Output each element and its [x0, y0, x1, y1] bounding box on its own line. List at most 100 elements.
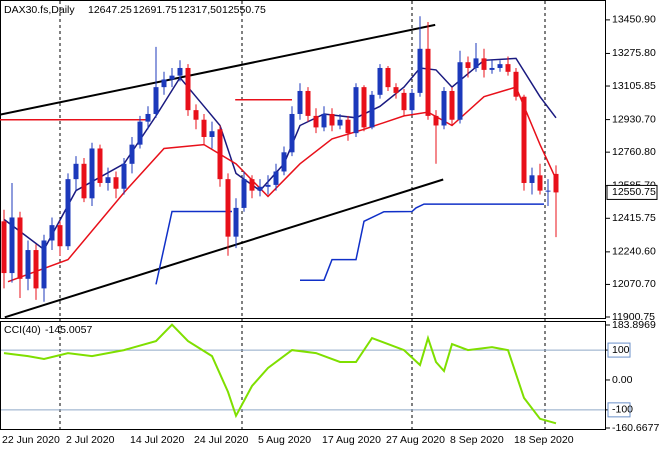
candle-body	[65, 179, 71, 247]
ohlc-label: 12317,50	[178, 4, 222, 16]
candle-body	[393, 87, 399, 93]
candle-body	[209, 131, 215, 137]
candle-body	[481, 58, 487, 70]
indicator-line	[155, 203, 544, 285]
candle-body	[337, 119, 343, 126]
candle-body	[385, 67, 391, 88]
candle-body	[81, 163, 87, 199]
x-tick-label: 24 Jul 2020	[194, 434, 248, 446]
candle-body	[113, 177, 119, 189]
candle-body	[529, 175, 535, 183]
x-tick-label: 27 Aug 2020	[386, 434, 445, 446]
candle-body	[489, 67, 495, 70]
y-tick-label: 0.00	[612, 374, 633, 386]
level-label-box	[607, 402, 631, 418]
cci-line	[3, 323, 557, 425]
ohlc-label: 12647.25	[88, 4, 132, 16]
candle-body	[553, 173, 559, 193]
candle-body	[57, 225, 63, 247]
candle-body	[417, 48, 423, 93]
candle-body	[193, 110, 199, 120]
candle-body	[17, 217, 23, 279]
candle-body	[121, 163, 127, 189]
candle-body	[281, 152, 287, 172]
last-price-label: 12550.75	[612, 186, 656, 198]
indicator-line	[0, 23, 436, 116]
candle-body	[265, 184, 271, 187]
candle-body	[449, 90, 455, 120]
candle-body	[153, 87, 159, 114]
candle-body	[217, 129, 223, 180]
last-price-box	[606, 184, 658, 200]
candle-body	[401, 92, 407, 111]
candle-body	[201, 119, 207, 137]
y-tick-label: 183.8969	[612, 319, 656, 331]
candle-body	[49, 225, 55, 241]
candle-body	[313, 115, 319, 128]
candle-body	[73, 163, 79, 180]
y-tick-label: 13105.85	[612, 80, 656, 92]
x-tick-label: 8 Sep 2020	[450, 434, 504, 446]
y-tick-label: 12070.70	[612, 278, 656, 290]
candle-body	[497, 64, 503, 68]
candle-body	[361, 87, 367, 128]
indicator-line	[3, 57, 557, 251]
x-tick-label: 14 Jul 2020	[130, 434, 184, 446]
y-tick-label: 11900.75	[612, 311, 655, 323]
y-tick-label: -160.6677	[612, 422, 659, 434]
indicator-line	[7, 86, 557, 283]
y-tick-label: 12760.80	[612, 146, 656, 158]
candle-body	[289, 113, 295, 153]
candle-body	[537, 175, 543, 191]
candle-body	[513, 71, 519, 97]
candle-body	[521, 96, 527, 183]
candle-body	[185, 67, 191, 111]
candle-body	[241, 179, 247, 208]
candle-body	[41, 240, 47, 289]
ohlc-label: 12550.75	[222, 4, 266, 16]
candle-body	[137, 121, 143, 145]
candle-body	[465, 62, 471, 68]
cci-value-label: -145.0057	[45, 324, 92, 336]
candle-body	[273, 171, 279, 185]
candle-body	[297, 90, 303, 114]
candle-body	[353, 87, 359, 134]
x-tick-label: 18 Sep 2020	[514, 434, 574, 446]
candle-body	[9, 217, 15, 274]
x-tick-label: 17 Aug 2020	[322, 434, 381, 446]
y-tick-label: 100	[612, 344, 630, 356]
x-tick-label: 5 Aug 2020	[258, 434, 311, 446]
y-tick-label: -100	[612, 404, 633, 416]
candle-body	[377, 67, 383, 95]
cci-pane	[0, 321, 606, 430]
candle-body	[89, 148, 95, 199]
candle-body	[33, 250, 39, 289]
candle-body	[225, 179, 231, 237]
candle-body	[457, 62, 463, 120]
candle-body	[425, 48, 431, 116]
ohlc-label: 12691.75	[133, 4, 177, 16]
candle-body	[545, 190, 551, 192]
candle-body	[321, 113, 327, 128]
candle-body	[161, 79, 167, 88]
candle-body	[25, 250, 31, 279]
candle-body	[129, 144, 135, 164]
candle-body	[441, 90, 447, 126]
candle-body	[305, 90, 311, 116]
candle-body	[329, 113, 335, 126]
candle-body	[505, 64, 511, 72]
y-tick-label: 12240.60	[612, 246, 656, 258]
y-tick-label: 12930.70	[612, 113, 656, 125]
level-label-box	[607, 342, 631, 358]
candle-body	[409, 92, 415, 111]
candle-body	[249, 179, 255, 191]
candle-body	[177, 67, 183, 76]
candle-body	[369, 94, 375, 128]
indicator-line	[4, 178, 444, 319]
candle-body	[97, 148, 103, 183]
cci-title: CCI(40)	[4, 324, 41, 336]
candle-body	[105, 177, 111, 183]
candle-body	[473, 58, 479, 68]
